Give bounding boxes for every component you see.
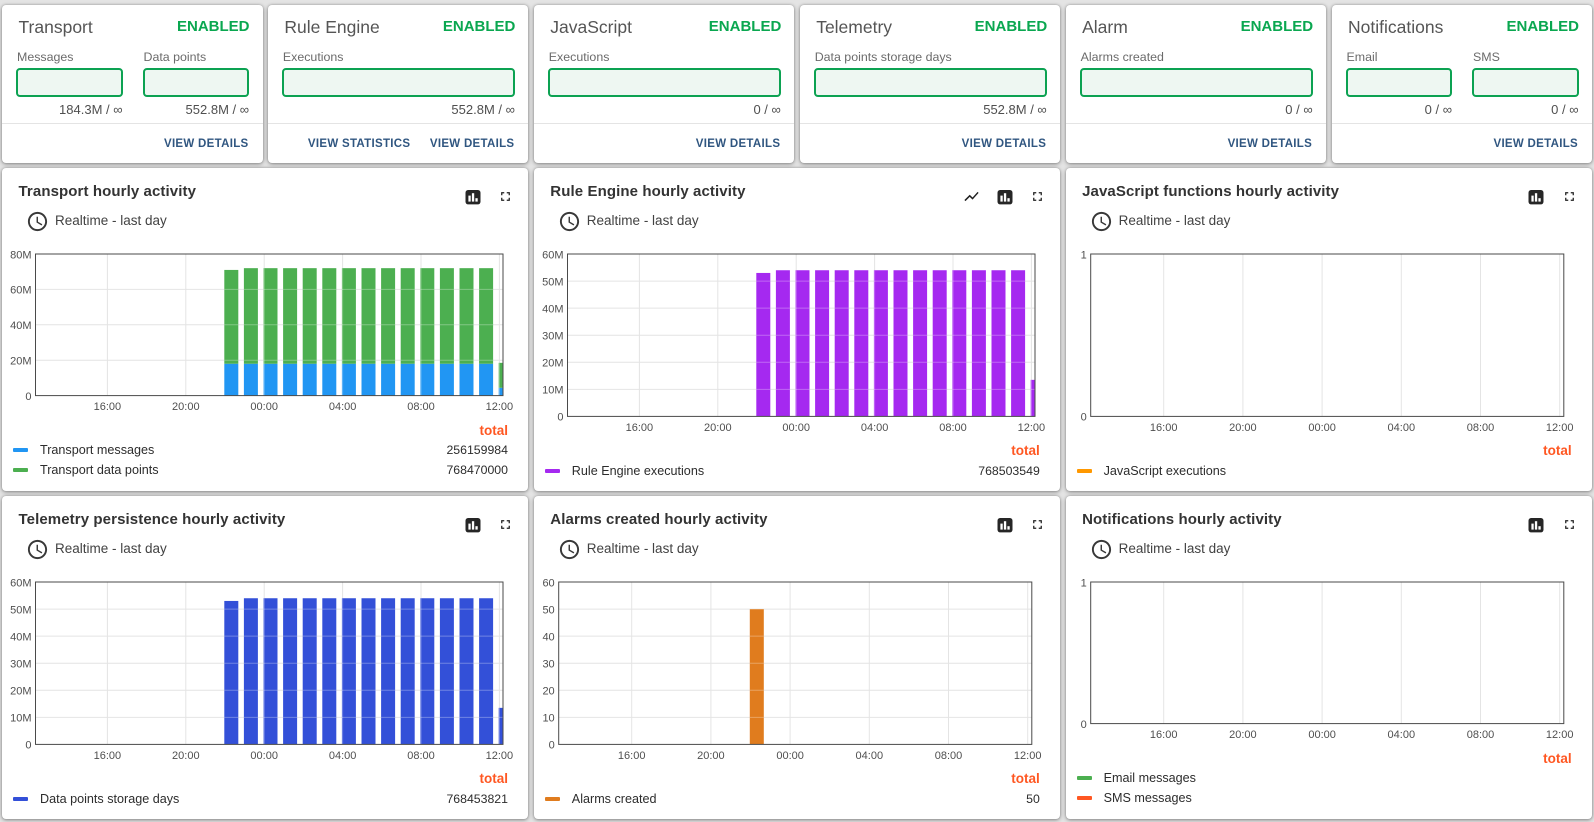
svg-text:12:00: 12:00: [1014, 750, 1042, 762]
svg-text:50: 50: [542, 604, 554, 616]
svg-text:0: 0: [25, 740, 31, 752]
svg-text:20:00: 20:00: [697, 750, 725, 762]
svg-text:20:00: 20:00: [172, 750, 200, 762]
svg-text:10M: 10M: [10, 713, 31, 725]
svg-text:80M: 80M: [10, 249, 31, 261]
svg-text:00:00: 00:00: [250, 401, 278, 413]
svg-text:10: 10: [542, 713, 554, 725]
svg-text:00:00: 00:00: [1308, 422, 1336, 434]
svg-text:50M: 50M: [542, 276, 563, 288]
svg-text:00:00: 00:00: [776, 750, 804, 762]
svg-text:40: 40: [542, 631, 554, 643]
svg-text:0: 0: [25, 391, 31, 403]
svg-text:60M: 60M: [10, 285, 31, 297]
svg-text:16:00: 16:00: [625, 422, 653, 434]
svg-text:20M: 20M: [10, 356, 31, 368]
svg-text:10M: 10M: [542, 385, 563, 397]
svg-text:60M: 60M: [10, 577, 31, 589]
svg-text:30M: 30M: [10, 659, 31, 671]
svg-text:00:00: 00:00: [782, 422, 810, 434]
svg-text:20: 20: [542, 686, 554, 698]
svg-text:08:00: 08:00: [935, 750, 963, 762]
svg-text:20:00: 20:00: [1229, 422, 1257, 434]
svg-text:16:00: 16:00: [94, 401, 122, 413]
svg-text:20M: 20M: [542, 358, 563, 370]
svg-text:30M: 30M: [542, 331, 563, 343]
svg-text:16:00: 16:00: [618, 750, 646, 762]
svg-text:08:00: 08:00: [939, 422, 967, 434]
svg-text:16:00: 16:00: [1150, 422, 1178, 434]
svg-text:08:00: 08:00: [1466, 729, 1494, 741]
svg-text:00:00: 00:00: [250, 750, 278, 762]
svg-text:40M: 40M: [10, 320, 31, 332]
svg-text:20:00: 20:00: [704, 422, 732, 434]
svg-text:12:00: 12:00: [1546, 422, 1574, 434]
svg-text:40M: 40M: [542, 303, 563, 315]
svg-text:16:00: 16:00: [1150, 729, 1178, 741]
svg-text:12:00: 12:00: [1546, 729, 1574, 741]
svg-text:0: 0: [1080, 719, 1086, 731]
svg-text:12:00: 12:00: [1017, 422, 1045, 434]
svg-text:08:00: 08:00: [1466, 422, 1494, 434]
svg-text:60: 60: [542, 577, 554, 589]
svg-text:00:00: 00:00: [1308, 729, 1336, 741]
svg-text:30: 30: [542, 659, 554, 671]
svg-text:08:00: 08:00: [407, 401, 435, 413]
svg-text:04:00: 04:00: [1387, 729, 1415, 741]
svg-text:60M: 60M: [542, 249, 563, 261]
svg-text:04:00: 04:00: [329, 401, 357, 413]
svg-text:04:00: 04:00: [1387, 422, 1415, 434]
svg-text:12:00: 12:00: [486, 401, 514, 413]
svg-text:50M: 50M: [10, 604, 31, 616]
svg-text:16:00: 16:00: [94, 750, 122, 762]
svg-text:04:00: 04:00: [861, 422, 889, 434]
svg-text:08:00: 08:00: [407, 750, 435, 762]
svg-text:0: 0: [1080, 412, 1086, 424]
svg-text:40M: 40M: [10, 631, 31, 643]
svg-text:20M: 20M: [10, 686, 31, 698]
svg-text:20:00: 20:00: [172, 401, 200, 413]
svg-text:12:00: 12:00: [486, 750, 514, 762]
svg-text:0: 0: [557, 412, 563, 424]
svg-text:20:00: 20:00: [1229, 729, 1257, 741]
svg-text:04:00: 04:00: [855, 750, 883, 762]
svg-text:1: 1: [1080, 249, 1086, 261]
svg-text:0: 0: [548, 740, 554, 752]
svg-text:1: 1: [1080, 577, 1086, 589]
svg-text:04:00: 04:00: [329, 750, 357, 762]
